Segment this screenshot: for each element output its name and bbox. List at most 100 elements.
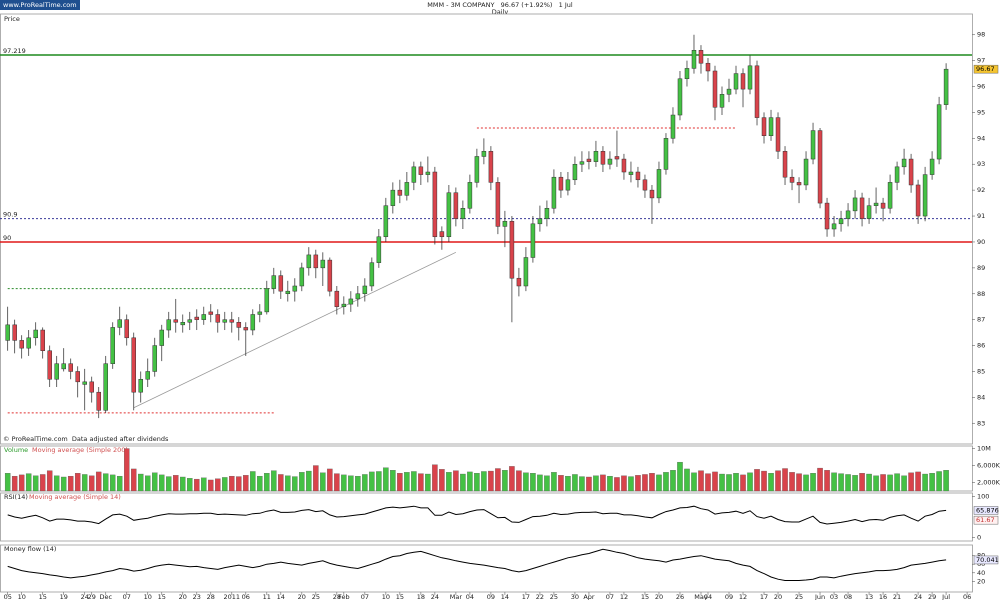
x-tick-label: 26 <box>676 593 684 600</box>
volume-bar <box>530 473 536 492</box>
candle-body <box>467 182 473 209</box>
y-tick-label: 6,000K <box>977 462 1000 470</box>
volume-bar <box>425 473 431 492</box>
volume-bar <box>152 472 158 492</box>
x-tick-label: 13 <box>865 593 873 600</box>
volume-bar <box>145 475 151 492</box>
candle-body <box>705 62 711 72</box>
candle-body <box>943 68 949 105</box>
x-tick-label: 08 <box>844 593 852 600</box>
candle-body <box>292 285 298 292</box>
volume-bar <box>411 471 417 492</box>
volume-bar <box>453 470 459 492</box>
x-tick-label: 10 <box>382 593 390 600</box>
x-tick-label: 06 <box>242 593 250 600</box>
volume-bar <box>565 475 571 492</box>
candle-body <box>761 117 767 136</box>
volume-bar <box>292 476 298 492</box>
candle-body <box>271 275 277 289</box>
volume-bar <box>4 473 11 492</box>
candle-body <box>446 192 452 238</box>
candle-body <box>278 275 284 292</box>
candle-body <box>152 345 158 372</box>
candle-body <box>873 202 879 206</box>
volume-bar <box>327 468 333 492</box>
volume-bar <box>446 472 452 492</box>
volume-bar <box>894 473 900 492</box>
volume-bar <box>222 477 228 492</box>
x-tick-label: 03 <box>830 593 838 600</box>
level-label: 90 <box>3 234 11 242</box>
candle-body <box>26 337 31 349</box>
last-value-box <box>973 506 999 515</box>
x-tick-label: 09 <box>725 593 733 600</box>
volume-bar <box>908 472 914 492</box>
volume-bar <box>775 470 781 492</box>
volume-bar <box>537 474 543 492</box>
x-tick-label: 07 <box>606 593 614 600</box>
volume-bar <box>432 464 438 492</box>
volume-bar <box>320 472 326 492</box>
x-tick-label: 20 <box>179 593 187 600</box>
volume-bar <box>551 472 557 492</box>
trend-line <box>133 251 457 409</box>
ma-last-value-box <box>973 515 999 525</box>
candle-body <box>40 329 45 351</box>
x-tick-label: 25 <box>550 593 558 600</box>
candle-body <box>901 158 907 168</box>
volume-bar <box>102 473 109 492</box>
price-label: Price <box>4 15 20 23</box>
candle-body <box>33 329 38 339</box>
mfi-panel <box>0 544 973 593</box>
x-tick-label: 15 <box>158 593 166 600</box>
x-tick-label: 20 <box>774 593 782 600</box>
candle-body <box>187 319 193 323</box>
x-tick-label: Jul <box>941 593 950 600</box>
candle-body <box>453 192 459 219</box>
candle-body <box>376 236 382 263</box>
candle-body <box>894 166 900 183</box>
source-note: © ProRealTime.com Data adjusted after di… <box>3 435 169 443</box>
candle-body <box>908 158 914 186</box>
candle-body <box>159 329 165 346</box>
candle-body <box>782 151 788 178</box>
volume-bar <box>845 474 851 492</box>
volume-bar <box>901 475 907 492</box>
y-tick-label: 100 <box>977 492 989 500</box>
candle-body <box>68 363 73 372</box>
volume-bar <box>341 474 347 492</box>
volume-bar <box>60 476 67 492</box>
candle-body <box>215 314 221 323</box>
candle-body <box>103 363 108 411</box>
candle-body <box>663 138 669 170</box>
volume-label: Volume <box>4 446 28 454</box>
candle-body <box>740 73 746 90</box>
candle-body <box>208 311 214 315</box>
candle-body <box>383 205 389 238</box>
candle-body <box>481 151 487 157</box>
volume-bar <box>116 475 123 492</box>
volume-bar <box>67 475 74 492</box>
volume-bar <box>600 474 606 492</box>
y-tick-label: 40 <box>977 569 985 577</box>
y-tick-label: 92 <box>977 186 985 194</box>
x-tick-label: 19 <box>60 593 68 600</box>
logo: www.ProRealTime.com <box>3 1 77 9</box>
volume-bar <box>915 471 921 492</box>
volume-bar <box>670 470 676 492</box>
volume-bar <box>509 466 515 492</box>
candle-body <box>670 114 676 139</box>
x-tick-label: 04 <box>466 593 474 600</box>
candle-body <box>327 259 333 292</box>
x-tick-label: 14 <box>277 593 285 600</box>
volume-bar <box>495 468 501 492</box>
volume-bar <box>684 468 690 492</box>
volume-bar <box>88 475 95 492</box>
volume-bar <box>740 474 746 492</box>
candle-body <box>803 158 809 186</box>
x-tick-label: 12 <box>739 593 747 600</box>
volume-bar <box>936 471 942 492</box>
volume-bar <box>187 478 193 492</box>
candle-body <box>915 184 921 217</box>
x-tick-label: 14 <box>501 593 509 600</box>
